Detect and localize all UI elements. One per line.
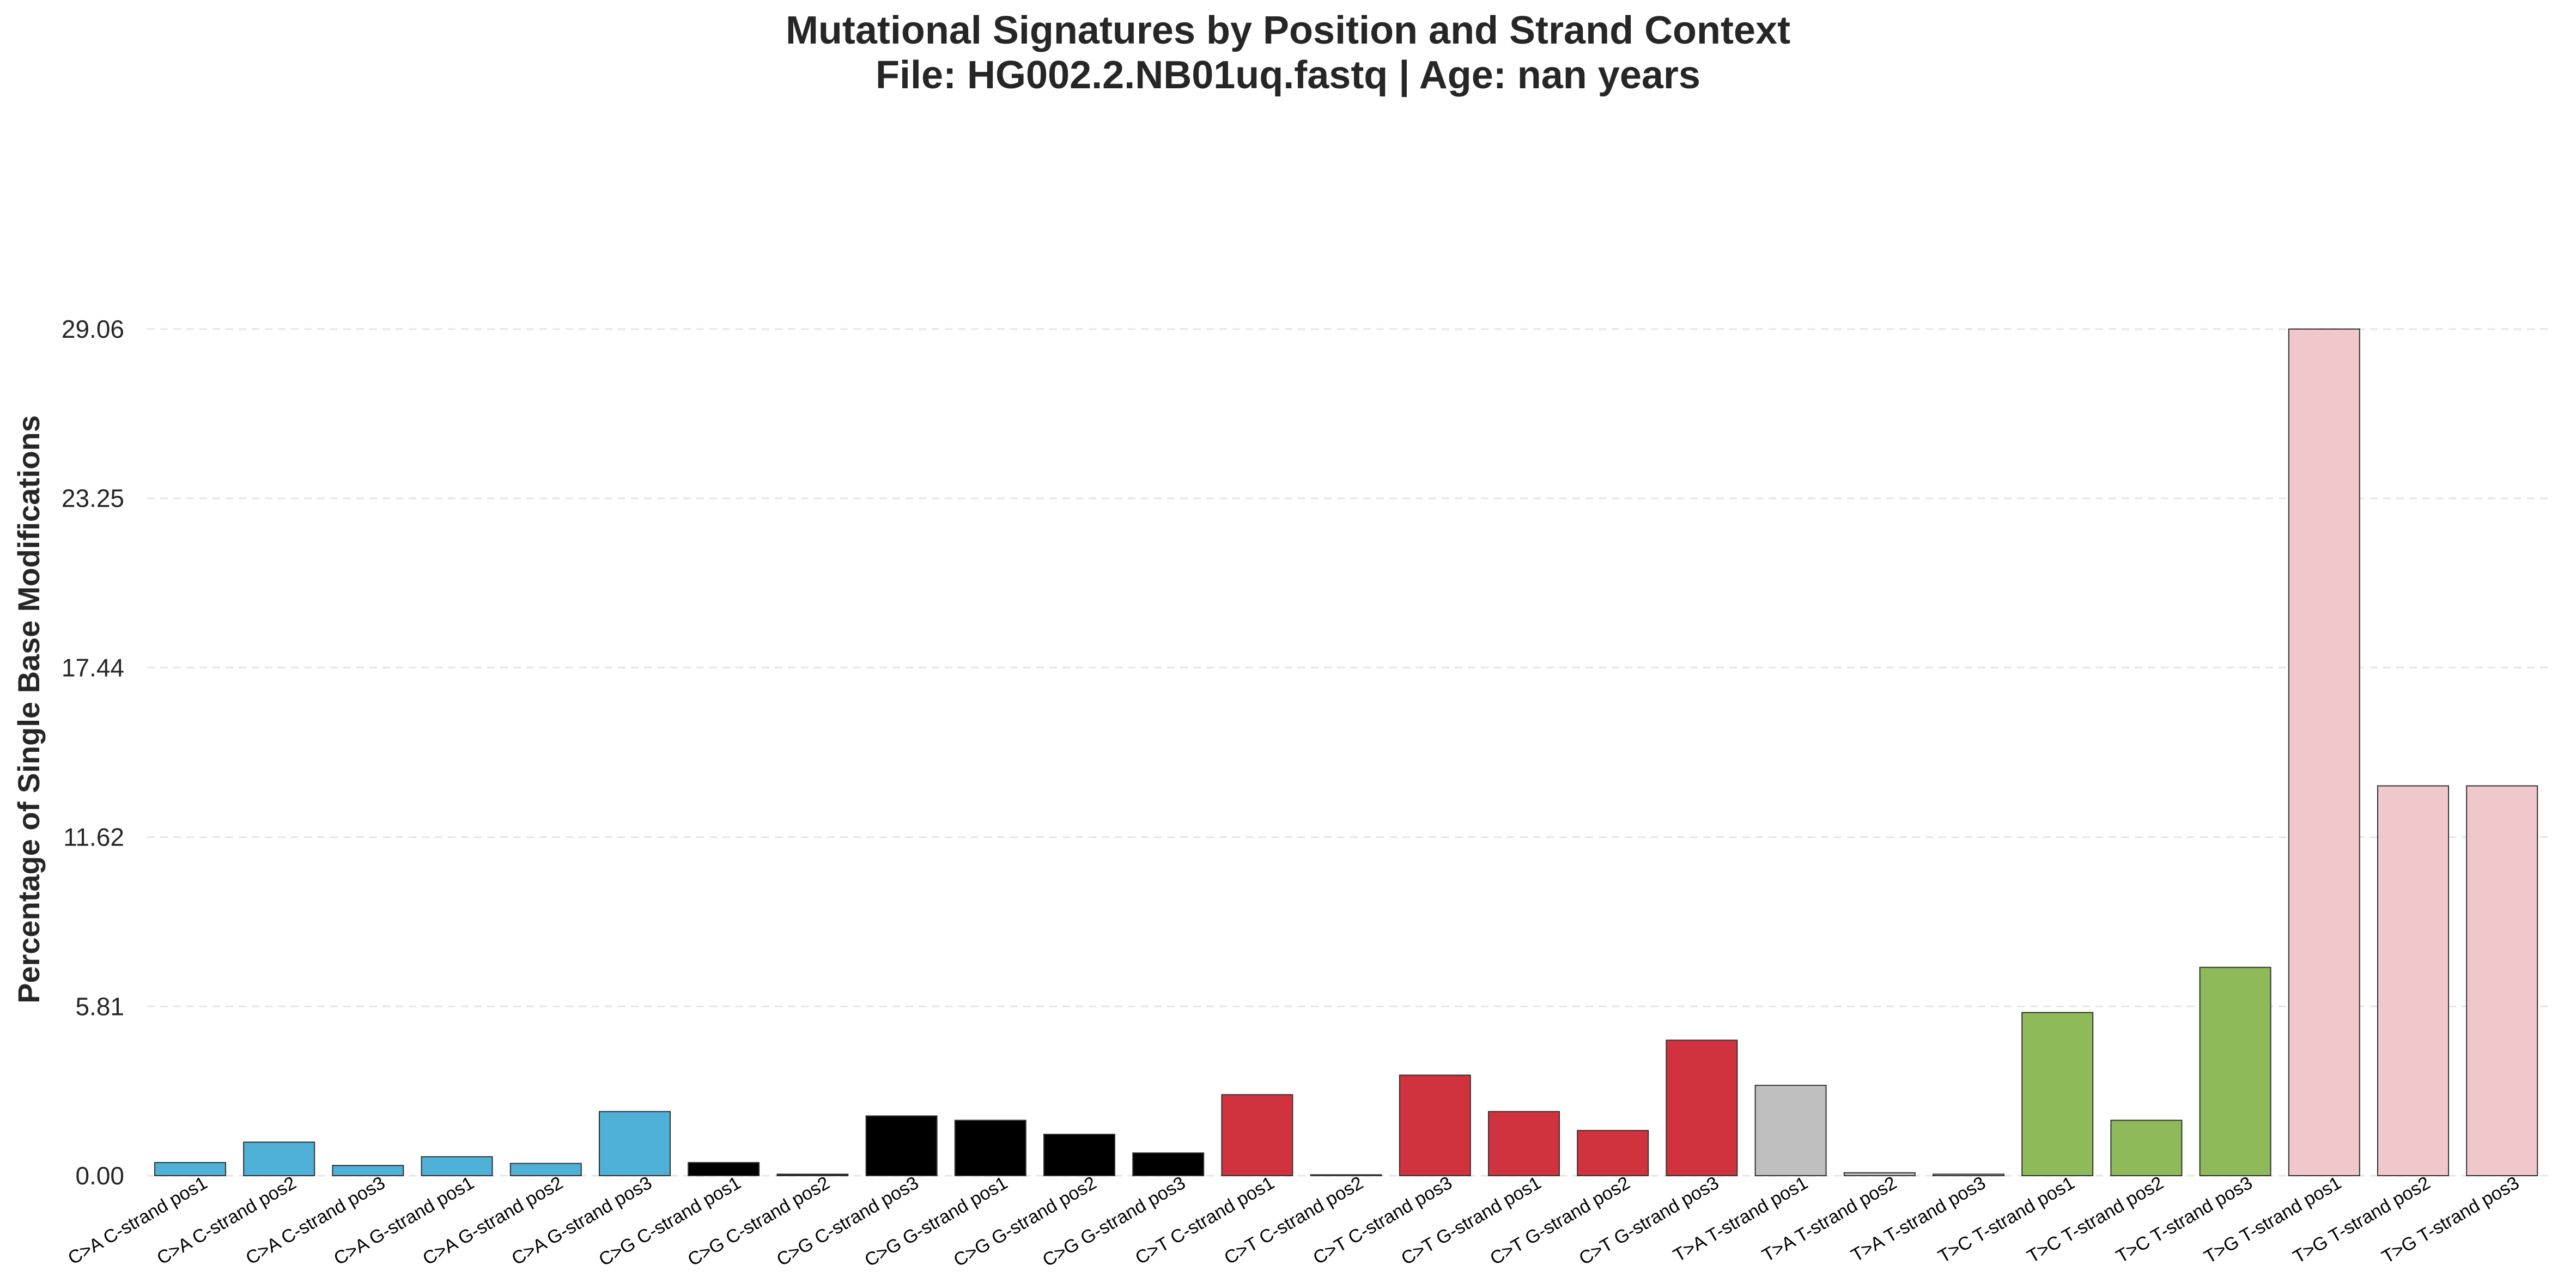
bar [1043,1134,1115,1176]
bar [1577,1130,1649,1176]
x-tick-label: C>G G-strand pos2 [950,1172,1100,1271]
bar [2199,966,2271,1176]
bar [421,1156,493,1177]
bars [154,329,2538,1177]
bar [1666,1039,1738,1177]
bar [688,1162,760,1177]
bar [2377,785,2449,1177]
bar [865,1115,938,1176]
bar [954,1120,1026,1177]
bar [1843,1172,1916,1176]
bar [154,1162,226,1177]
bar [2288,329,2360,1176]
bar [1132,1152,1205,1177]
bar [332,1165,404,1176]
bar [776,1173,849,1176]
chart-title: Mutational Signatures by Position and St… [786,9,1790,52]
bar [599,1111,671,1177]
y-axis-ticks: 0.00 5.81 11.62 17.44 23.25 29.06 [62,315,124,1190]
y-tick-label: 5.81 [75,992,124,1020]
bar [1933,1173,2004,1176]
chart-subtitle: File: HG002.2.NB01uq.fastq | Age: nan ye… [876,53,1700,97]
x-tick-label: C>G C-strand pos1 [596,1172,744,1270]
bar [2021,1012,2094,1177]
bar [509,1163,582,1177]
bar [1310,1174,1382,1177]
x-tick-label: C>G G-strand pos1 [861,1172,1011,1271]
bar [2110,1120,2183,1177]
bar [243,1141,315,1177]
bar [1221,1094,1293,1176]
y-tick-label: 23.25 [62,484,124,513]
x-tick-label: C>G C-strand pos2 [684,1172,833,1270]
y-tick-label: 29.06 [62,315,124,343]
bar [2466,785,2538,1177]
y-tick-label: 0.00 [75,1162,124,1190]
gridlines [147,328,2550,1177]
x-tick-label: C>G C-strand pos3 [773,1172,922,1270]
y-axis-label: Percentage of Single Base Modifications [11,415,46,1004]
y-tick-label: 17.44 [62,653,124,682]
bar [1399,1074,1471,1176]
y-tick-label: 11.62 [63,823,124,852]
bar [1754,1085,1827,1176]
bar [1488,1111,1560,1177]
x-tick-label: C>G G-strand pos3 [1039,1172,1189,1271]
